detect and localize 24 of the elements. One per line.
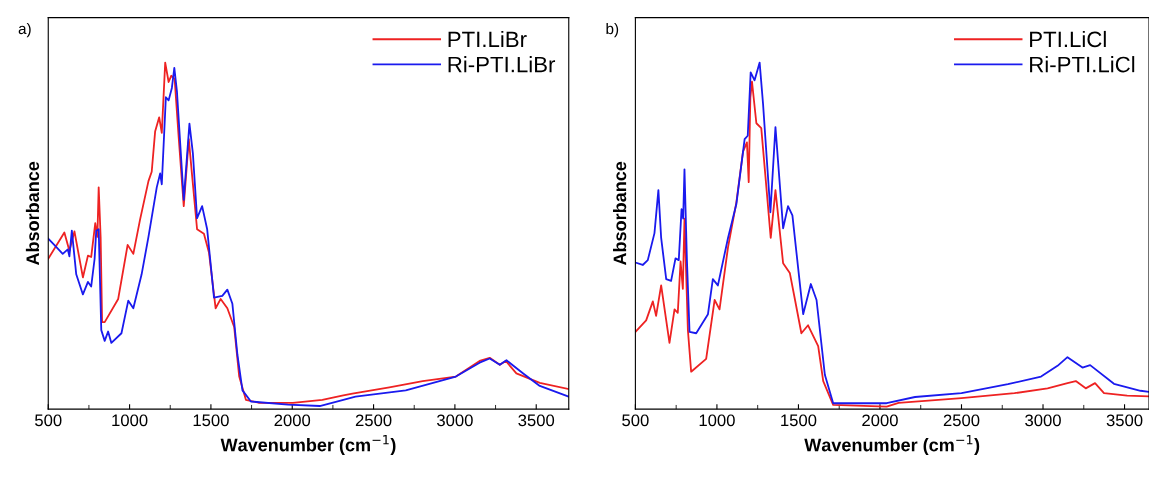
legend-label: PTI.LiBr [448,30,527,48]
x-tick-label: 2000 [862,414,898,427]
x-tick-label: 500 [622,414,649,427]
x-tick-label: 3000 [1025,414,1061,427]
x-tick-label: 2500 [943,414,980,427]
x-tick-label: 1500 [193,414,229,427]
x-axis-title: Wavenumber (cm$^{−1}$) [804,435,980,455]
legend-label: PTI.LiCl [1030,30,1106,48]
x-tick-label: 2500 [355,414,392,427]
x-tick-label: 1000 [112,414,148,427]
y-axis-title: Absorbance [25,161,40,266]
x-tick-label: 2000 [274,414,311,427]
legend-label: Ri-PTI.LiCl [1030,56,1135,73]
x-tick-label: 1500 [781,414,817,427]
x-axis-title: Wavenumber (cm$^{−1}$) [220,435,396,455]
text: a) [18,22,31,38]
text: b) [606,22,619,38]
y-axis-title: Absorbance [613,161,627,266]
x-tick-label: 1000 [699,414,735,427]
x-tick-label: 3500 [518,414,555,427]
x-tick-label: 500 [35,414,62,427]
x-tick-label: 3000 [437,414,473,427]
x-tick-label: 3500 [1106,414,1143,427]
legend-label: Ri-PTI.LiBr [448,56,556,73]
